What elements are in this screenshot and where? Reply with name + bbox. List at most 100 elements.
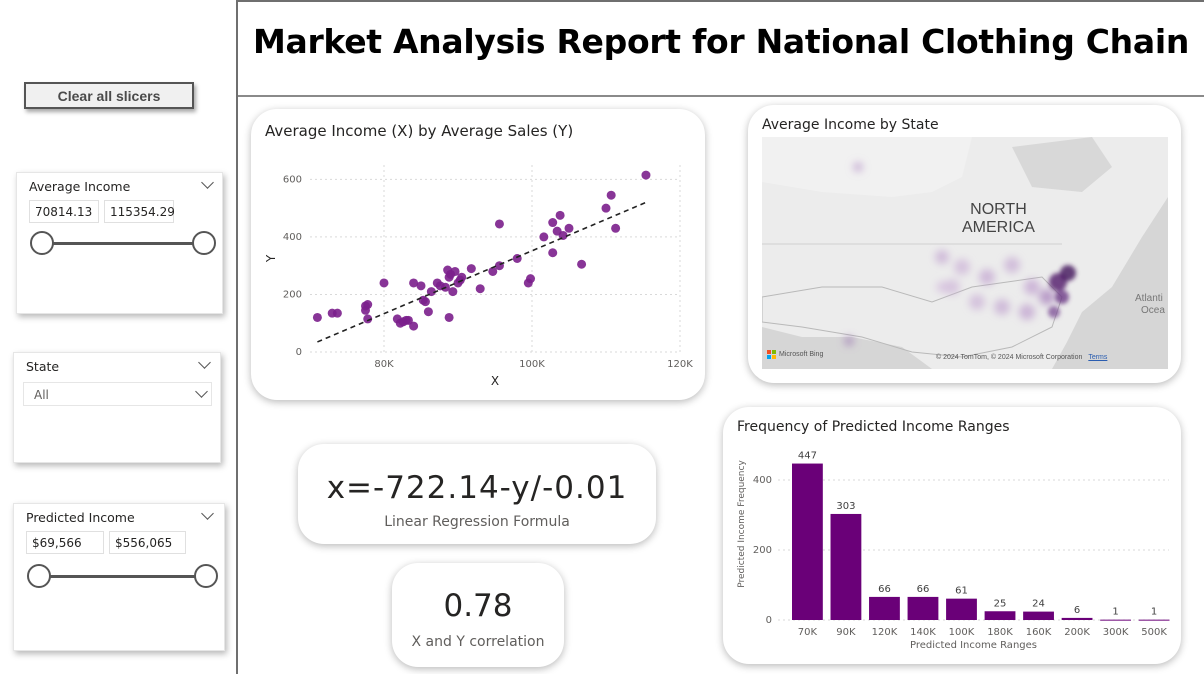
regression-formula-card: x=-722.14-y/-0.01 Linear Regression Form… xyxy=(298,444,656,544)
y-axis-title: Predicted Income Frequency xyxy=(737,460,747,588)
correlation-label: X and Y correlation xyxy=(411,634,545,650)
x-tick-label: 90K xyxy=(836,627,856,638)
bar xyxy=(1138,619,1170,621)
bar-value-label: 303 xyxy=(836,501,855,512)
slicer-title: State xyxy=(26,359,60,374)
landmass-north xyxy=(762,137,972,197)
heatmap-hotspot xyxy=(1048,265,1076,318)
bar-value-label: 447 xyxy=(798,451,817,462)
x-tick-label: 100K xyxy=(949,627,975,638)
min-value-input[interactable]: $69,566 xyxy=(26,531,104,554)
scatter-point xyxy=(526,274,536,284)
chevron-down-icon[interactable] xyxy=(201,507,214,520)
y-tick-label: 0 xyxy=(296,347,302,358)
scatter-point xyxy=(363,300,373,310)
title-divider xyxy=(238,95,1204,97)
y-tick-label: 0 xyxy=(766,615,772,626)
slider-track[interactable] xyxy=(40,575,206,578)
correlation-card: 0.78 X and Y correlation xyxy=(392,563,564,667)
scatter-point xyxy=(577,259,587,269)
copyright-text: © 2024 TomTom, © 2024 Microsoft Corporat… xyxy=(936,354,1083,361)
scatter-point xyxy=(548,248,558,258)
chart-title: Average Income (X) by Average Sales (Y) xyxy=(265,122,574,140)
chevron-down-icon[interactable] xyxy=(198,356,211,369)
landmass xyxy=(762,137,1168,369)
scatter-point xyxy=(494,219,504,229)
ocean-label-line: Ocea xyxy=(1141,305,1165,316)
scatter-point xyxy=(488,266,498,276)
bar xyxy=(946,598,977,620)
x-tick-label: 100K xyxy=(519,359,545,370)
x-tick-label: 180K xyxy=(987,627,1013,638)
scatter-point xyxy=(420,297,430,307)
dropdown-value: All xyxy=(34,388,49,402)
clear-all-slicers-button[interactable]: Clear all slicers xyxy=(24,82,194,109)
max-value-input[interactable]: 115354.29 xyxy=(104,200,175,223)
scatter-point xyxy=(641,170,651,180)
y-tick-label: 200 xyxy=(753,545,772,556)
scatter-point xyxy=(466,264,476,274)
chart-title: Frequency of Predicted Income Ranges xyxy=(737,419,1010,435)
state-dropdown[interactable]: All xyxy=(23,382,212,406)
map-visual[interactable]: NORTH AMERICA Atlanti Ocea Microsoft Bin… xyxy=(762,137,1168,369)
top-border xyxy=(238,0,1204,2)
terms-link[interactable]: Terms xyxy=(1088,354,1108,361)
bar-value-label: 1 xyxy=(1112,607,1118,618)
scatter-point xyxy=(475,284,485,294)
us-outline xyxy=(762,276,1063,358)
scatter-point xyxy=(332,308,342,318)
windows-icon xyxy=(767,350,776,359)
scatter-point xyxy=(409,278,419,288)
slider-max-handle[interactable] xyxy=(192,231,216,255)
scatter-point xyxy=(444,312,454,322)
bar xyxy=(869,596,900,620)
region-label: NORTH AMERICA xyxy=(962,201,1035,237)
x-tick-label: 120K xyxy=(872,627,898,638)
scatter-point xyxy=(423,307,433,317)
scatter-point xyxy=(409,321,419,331)
slicer-title: Average Income xyxy=(29,179,131,194)
provider-label: Microsoft Bing xyxy=(779,351,824,358)
bar xyxy=(907,596,939,620)
min-value-input[interactable]: 70814.13 xyxy=(29,200,99,223)
bar-value-label: 25 xyxy=(994,598,1007,609)
bing-logo: Microsoft Bing xyxy=(767,350,823,359)
trend-line xyxy=(317,201,647,343)
regression-formula-value: x=-722.14-y/-0.01 xyxy=(326,470,628,506)
scatter-point xyxy=(363,314,373,324)
scatter-point xyxy=(416,281,426,291)
max-value-input[interactable]: $556,065 xyxy=(109,531,186,554)
slider-track[interactable] xyxy=(43,242,205,245)
report-title: Market Analysis Report for National Clot… xyxy=(252,22,1190,61)
ocean-label: Atlanti Ocea xyxy=(1135,293,1165,317)
scatter-chart-card: Average Income (X) by Average Sales (Y) … xyxy=(251,109,705,400)
scatter-point xyxy=(548,218,558,228)
predicted-income-slicer: Predicted Income $69,566 $556,065 xyxy=(13,503,225,651)
chevron-down-icon[interactable] xyxy=(201,176,214,189)
y-tick-label: 400 xyxy=(753,475,772,486)
map-copyright: © 2024 TomTom, © 2024 Microsoft Corporat… xyxy=(936,354,1107,361)
slider-min-handle[interactable] xyxy=(30,231,54,255)
bar-value-label: 6 xyxy=(1074,605,1080,616)
y-axis-title: Y xyxy=(264,254,278,263)
scatter-point xyxy=(379,278,389,288)
hudson-bay xyxy=(1012,137,1112,192)
scatter-chart[interactable]: 0 200 400 600 80K 100K 120K X Y xyxy=(251,109,705,400)
scatter-point xyxy=(450,266,460,276)
map-title: Average Income by State xyxy=(762,117,939,133)
slider-max-handle[interactable] xyxy=(194,564,218,588)
bar-chart[interactable]: 020040044770K30390K66120K66140K61100K251… xyxy=(723,407,1181,664)
scatter-point xyxy=(448,287,458,297)
x-axis-title: X xyxy=(491,374,499,388)
x-tick-label: 200K xyxy=(1064,627,1090,638)
ocean-label-line: Atlanti xyxy=(1135,293,1163,304)
x-tick-label: 120K xyxy=(667,359,693,370)
bar xyxy=(830,513,862,620)
correlation-value: 0.78 xyxy=(443,588,513,624)
state-slicer: State All xyxy=(13,352,221,463)
bar-value-label: 1 xyxy=(1151,607,1157,618)
slider-min-handle[interactable] xyxy=(27,564,51,588)
bar xyxy=(1100,619,1131,621)
map-card: Average Income by State xyxy=(748,105,1181,383)
y-tick-label: 200 xyxy=(283,289,302,300)
